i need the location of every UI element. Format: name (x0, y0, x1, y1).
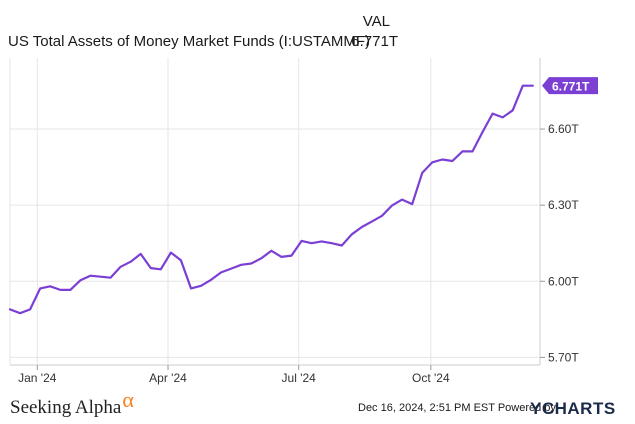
y-tick-label: 6.60T (548, 122, 579, 136)
y-tick-label: 5.70T (548, 350, 579, 364)
seeking-alpha-text: Seeking Alpha (10, 397, 122, 418)
y-tick-label: 6.00T (548, 274, 579, 288)
data-point (351, 233, 353, 236)
data-point (532, 84, 534, 87)
data-point (59, 289, 62, 291)
data-point (200, 285, 202, 287)
data-point (9, 308, 11, 311)
data-point (341, 244, 343, 247)
grid-layer (9, 58, 541, 366)
powered-by-text: Powered by (497, 402, 556, 414)
data-point (89, 274, 92, 277)
data-point (320, 240, 323, 243)
data-point (49, 285, 51, 288)
data-point (471, 150, 474, 153)
data-point (381, 215, 383, 217)
data-point (109, 276, 112, 279)
data-point (260, 257, 263, 260)
data-point (29, 308, 31, 311)
axis-layer: 5.70T 6.00T 6.30T 6.60T Jan '24 Apr '24 Jul '2… (18, 122, 579, 385)
data-point (170, 251, 172, 254)
data-point (240, 264, 242, 266)
data-point (300, 240, 303, 242)
ycharts-logo-y: Y (530, 399, 542, 418)
data-point (119, 266, 122, 268)
data-point (230, 267, 232, 270)
data-point (391, 204, 393, 207)
data-point (431, 161, 434, 164)
data-point (270, 250, 273, 252)
data-point (491, 112, 494, 115)
data-point (371, 220, 373, 223)
data-point (511, 109, 514, 112)
ycharts-logo-rest: CHARTS (541, 399, 616, 418)
data-point (250, 262, 253, 265)
data-point (129, 260, 132, 263)
data-point (139, 253, 142, 255)
data-point (180, 259, 182, 262)
data-point (481, 131, 484, 133)
data-point (150, 267, 152, 269)
x-tick-label: Apr '24 (149, 371, 187, 385)
series-latest-value: 6.771T (351, 33, 398, 50)
data-point (290, 254, 293, 257)
data-point (501, 116, 504, 119)
data-point (522, 84, 524, 87)
data-point (310, 242, 313, 244)
data-point (19, 312, 21, 315)
x-tick-label: Jan '24 (18, 371, 57, 385)
series-name[interactable]: US Total Assets of Money Market Funds (I… (8, 33, 371, 50)
data-point (461, 150, 464, 153)
data-point (69, 289, 72, 291)
data-point (421, 172, 424, 174)
data-point (411, 203, 414, 205)
legend-row[interactable]: US Total Assets of Money Market Funds (I… (8, 33, 635, 53)
callout-layer: 6.771T (542, 77, 598, 95)
value-column-heading: VAL (362, 13, 390, 30)
data-point (280, 256, 283, 258)
data-point (451, 160, 454, 162)
x-tick-label: Oct '24 (412, 371, 450, 385)
last-value-label: 6.771T (552, 80, 590, 94)
y-tick-label: 6.30T (548, 198, 579, 212)
timestamp-text: Dec 16, 2024, 2:51 PM EST (358, 402, 495, 414)
series-layer (8, 84, 534, 315)
footer-timestamp: Dec 16, 2024, 2:51 PM EST Powered by (358, 402, 556, 414)
alpha-icon: α (122, 387, 134, 412)
seeking-alpha-logo: Seeking Alphaα (10, 387, 134, 419)
last-value-callout (542, 77, 598, 95)
data-point (79, 279, 82, 282)
data-point (39, 287, 41, 290)
x-tick-label: Jul '24 (282, 371, 317, 385)
data-point (401, 198, 403, 201)
data-point (99, 275, 102, 278)
data-point (190, 287, 192, 290)
data-point (330, 242, 333, 244)
data-point (210, 279, 212, 281)
data-point (160, 268, 162, 271)
data-point (220, 271, 222, 274)
data-point (441, 158, 444, 161)
data-point (361, 226, 363, 228)
ycharts-logo[interactable]: YCHARTS (530, 399, 616, 419)
series-line (8, 84, 534, 315)
